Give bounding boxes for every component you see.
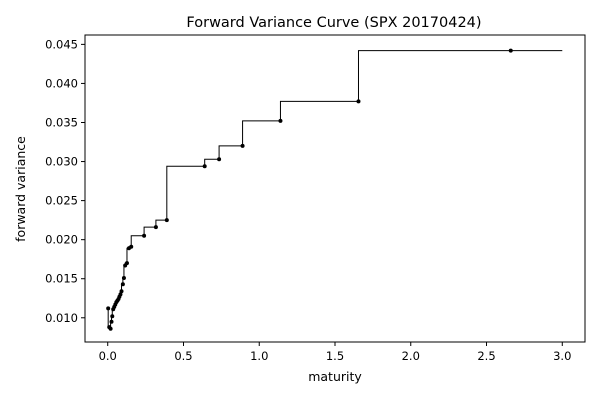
x-tick-label-6: 3.0: [553, 349, 571, 363]
y-tick-label-1: 0.015: [45, 272, 78, 286]
x-tick-label-1: 0.5: [174, 349, 192, 363]
y-tick-label-5: 0.035: [45, 115, 78, 129]
series-point-0-17: [124, 261, 129, 266]
y-tick-label-3: 0.025: [45, 194, 78, 208]
y-tick-label-6: 0.040: [45, 76, 78, 90]
series-point-0-20: [142, 233, 147, 238]
x-axis-ticks: 0.0 0.5 1.0 1.5 2.0 2.5 3.0: [99, 342, 571, 363]
x-tick-label-3: 1.5: [326, 349, 344, 363]
x-tick-label-5: 2.5: [477, 349, 495, 363]
series-point-0-19: [129, 244, 134, 249]
plot-area: 0.0 0.5 1.0 1.5 2.0 2.5 3.0 0.0100.0150.0200.0…: [45, 34, 586, 363]
series-point-0-14: [120, 282, 125, 287]
chart-title: Forward Variance Curve (SPX 20170424): [186, 15, 481, 31]
series-point-0-2: [108, 326, 113, 331]
y-tick-label-0: 0.010: [45, 311, 78, 325]
series-point-0-15: [121, 275, 126, 280]
series-point-0-3: [109, 319, 114, 324]
series-point-0-23: [202, 164, 207, 169]
series-point-0-13: [119, 289, 124, 294]
series-point-0-24: [217, 157, 222, 162]
plot-frame: [84, 34, 586, 343]
series-point-0-22: [164, 218, 169, 223]
series-point-0-4: [110, 314, 115, 319]
y-tick-label-4: 0.030: [45, 155, 78, 169]
series-point-0-0: [106, 306, 111, 311]
series-point-0-28: [508, 48, 513, 53]
series-line-0: [107, 50, 563, 330]
series-point-0-12: [118, 292, 123, 297]
y-axis-label: forward variance: [13, 136, 28, 242]
y-tick-label-7: 0.045: [45, 37, 78, 51]
x-axis-label: maturity: [308, 369, 362, 384]
series-point-0-21: [153, 225, 158, 230]
series-point-0-26: [278, 118, 283, 123]
x-tick-label-0: 0.0: [99, 349, 117, 363]
series-layer: [106, 48, 563, 331]
y-axis-ticks: 0.010 0.015 0.020 0.025 0.030 0.035 0.040 0.045: [45, 37, 85, 325]
series-point-0-25: [240, 143, 245, 148]
x-tick-label-2: 1.0: [250, 349, 268, 363]
y-tick-label-2: 0.020: [45, 233, 78, 247]
x-tick-label-4: 2.0: [402, 349, 420, 363]
series-point-0-27: [356, 99, 361, 104]
